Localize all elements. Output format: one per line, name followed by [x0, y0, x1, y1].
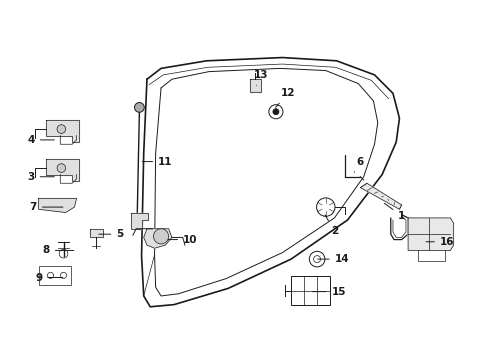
- Polygon shape: [89, 229, 102, 238]
- Text: 14: 14: [317, 254, 348, 264]
- Circle shape: [57, 125, 65, 134]
- Bar: [39, 266, 71, 285]
- Polygon shape: [249, 79, 260, 92]
- Text: 8: 8: [42, 246, 74, 256]
- Text: 9: 9: [35, 273, 63, 283]
- Text: 13: 13: [253, 70, 267, 85]
- Text: 1: 1: [384, 203, 405, 221]
- Bar: [290, 276, 329, 305]
- Polygon shape: [46, 159, 79, 181]
- Polygon shape: [360, 183, 401, 209]
- Text: 11: 11: [142, 157, 172, 167]
- Circle shape: [272, 109, 278, 115]
- Text: 6: 6: [353, 157, 364, 172]
- Text: 4: 4: [27, 135, 54, 145]
- Circle shape: [57, 164, 65, 172]
- Text: 7: 7: [29, 202, 63, 212]
- Circle shape: [153, 229, 168, 244]
- Text: 3: 3: [27, 172, 54, 182]
- Text: 2: 2: [325, 215, 337, 236]
- Text: 10: 10: [163, 235, 197, 244]
- Text: 16: 16: [425, 237, 453, 247]
- Circle shape: [134, 103, 144, 112]
- Polygon shape: [143, 229, 172, 248]
- Polygon shape: [39, 198, 77, 212]
- Text: 15: 15: [312, 287, 346, 297]
- Polygon shape: [46, 120, 79, 142]
- Polygon shape: [407, 218, 453, 251]
- Text: 12: 12: [275, 88, 294, 108]
- Text: 5: 5: [99, 229, 123, 239]
- Polygon shape: [130, 212, 148, 229]
